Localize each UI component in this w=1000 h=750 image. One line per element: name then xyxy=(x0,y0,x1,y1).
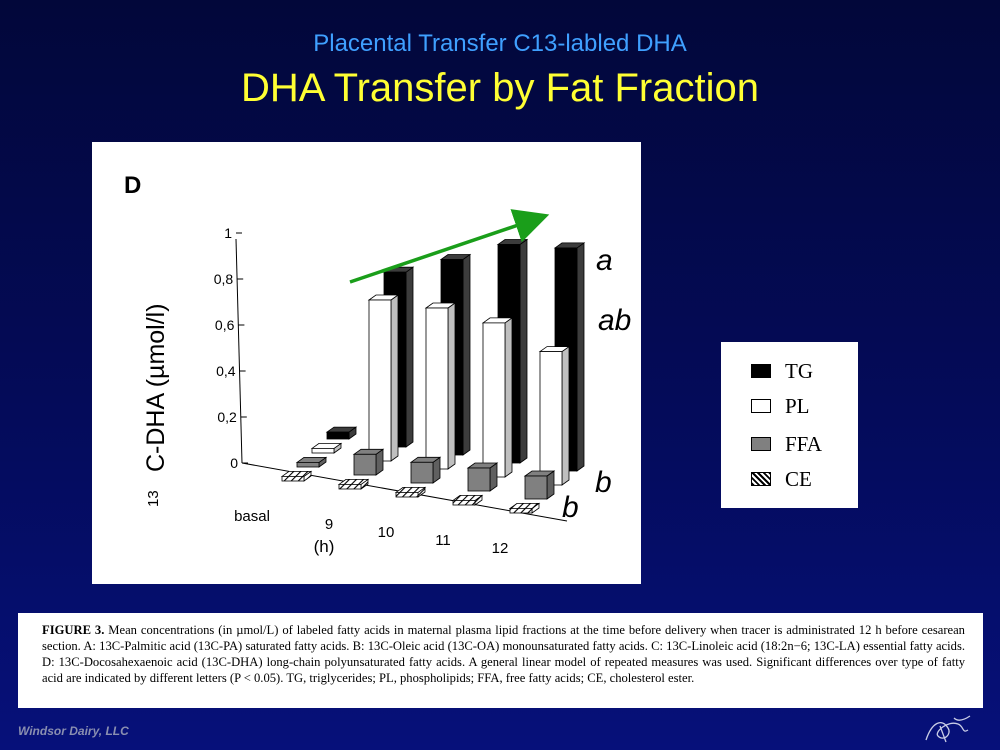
legend-label: TG xyxy=(785,358,813,383)
y-tick-label: 0,2 xyxy=(217,409,237,425)
y-tick-label: 0,8 xyxy=(214,271,234,287)
x-tick-label: 10 xyxy=(378,524,395,541)
bar-side xyxy=(462,253,471,456)
y-tick-label: 0,6 xyxy=(215,317,235,333)
x-axis-label: (h) xyxy=(314,537,335,556)
caption-text: Mean concentrations (in µmol/L) of label… xyxy=(42,623,965,685)
bar-pl xyxy=(425,307,449,470)
chart-panel-label: D xyxy=(124,172,142,199)
bar-side xyxy=(447,302,456,470)
legend-swatch-pl xyxy=(751,399,771,413)
bar-side xyxy=(561,345,570,486)
significance-letter: b xyxy=(595,466,612,499)
bar-ce xyxy=(509,507,533,514)
bar-ce xyxy=(452,499,476,506)
x-tick-label: 11 xyxy=(435,532,451,549)
bar-side xyxy=(405,266,414,448)
caption-label: FIGURE 3. xyxy=(42,623,105,637)
y-tick-label: 1 xyxy=(224,225,232,241)
x-tick-label: 9 xyxy=(325,516,333,533)
y-axis-label-superscript: 13 xyxy=(145,490,162,507)
legend-label: CE xyxy=(785,466,812,491)
legend-swatch-ce xyxy=(751,472,771,486)
footer-brand: Windsor Dairy, LLC xyxy=(18,724,129,738)
legend-item-ce: CE xyxy=(751,467,812,491)
bar-pl xyxy=(311,447,335,454)
legend-item-ffa: FFA xyxy=(751,432,822,456)
bar-ffa xyxy=(524,475,548,500)
bar-ffa xyxy=(353,453,377,476)
bar-ce xyxy=(281,475,305,482)
bar-side xyxy=(504,317,513,478)
legend-swatch-ffa xyxy=(751,437,771,451)
chart-panel: 0 0,2 0,4 0,6 0,8 1 C-DHA (µmol/l) 13 basal 9 10 11… xyxy=(92,142,641,584)
bar-ffa xyxy=(296,461,320,468)
legend-item-pl: PL xyxy=(751,394,810,418)
y-axis-label: C-DHA (µmol/l) xyxy=(142,303,170,472)
x-tick-label: basal xyxy=(234,508,270,525)
significance-letter: ab xyxy=(598,304,631,337)
y-tick-label: 0 xyxy=(230,455,238,471)
bar-pl xyxy=(482,322,506,478)
legend-label: PL xyxy=(785,393,810,418)
slide-subtitle: Placental Transfer C13-labled DHA xyxy=(313,30,687,57)
chart-legend: TG PL FFA CE xyxy=(721,342,858,508)
bar-ce xyxy=(338,483,362,490)
bar-side xyxy=(576,242,585,472)
slide-title: DHA Transfer by Fat Fraction xyxy=(241,66,759,110)
bar-side xyxy=(390,294,399,462)
bar-tg xyxy=(326,431,350,440)
y-axis xyxy=(235,238,243,464)
trend-arrow xyxy=(349,209,550,284)
bar-pl xyxy=(368,299,392,462)
bar-chart-3d: 0 0,2 0,4 0,6 0,8 1 C-DHA (µmol/l) 13 basal 9 10 11… xyxy=(142,209,631,557)
signature-logo-icon xyxy=(925,715,971,743)
legend-item-tg: TG xyxy=(751,359,813,383)
bar-side xyxy=(519,238,528,464)
bar-ffa xyxy=(410,461,434,484)
bar-ce xyxy=(395,491,419,498)
bar-ffa xyxy=(467,467,491,492)
significance-letter: b xyxy=(562,491,579,524)
legend-label: FFA xyxy=(785,431,822,456)
figure-caption: FIGURE 3. Mean concentrations (in µmol/L… xyxy=(18,613,983,708)
legend-swatch-tg xyxy=(751,364,771,378)
bar-pl xyxy=(539,351,563,486)
y-tick-label: 0,4 xyxy=(216,363,236,379)
x-tick-label: 12 xyxy=(492,540,509,557)
significance-letter: a xyxy=(596,244,613,277)
